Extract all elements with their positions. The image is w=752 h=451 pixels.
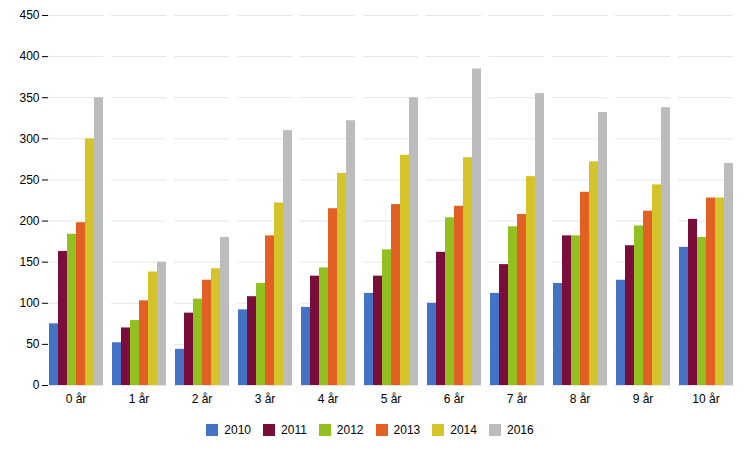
svg-text:4 år: 4 år	[318, 392, 339, 406]
svg-text:50: 50	[26, 337, 40, 351]
html-text:2016: 2016	[507, 423, 534, 437]
svg-text:450: 450	[19, 8, 39, 22]
svg-text:200: 200	[19, 214, 39, 228]
svg-text:2 år: 2 år	[192, 392, 213, 406]
svg-text:8 år: 8 år	[570, 392, 591, 406]
svg-text:10 år: 10 år	[692, 392, 719, 406]
html-text:2013: 2013	[393, 423, 421, 437]
svg-text:400: 400	[19, 49, 39, 63]
svg-text:7 år: 7 år	[507, 392, 528, 406]
svg-text:0: 0	[33, 378, 40, 392]
svg-text:0 år: 0 år	[66, 392, 87, 406]
svg-text:3 år: 3 år	[255, 392, 276, 406]
svg-text:1 år: 1 år	[129, 392, 150, 406]
svg-text:100: 100	[19, 296, 39, 310]
svg-text:150: 150	[19, 255, 39, 269]
html-text:2012: 2012	[336, 423, 364, 437]
html-text:2014: 2014	[450, 423, 477, 437]
svg-text:350: 350	[19, 91, 39, 105]
svg-text:5 år: 5 år	[381, 392, 402, 406]
svg-text:9 år: 9 år	[633, 392, 654, 406]
html-text:2011: 2011	[281, 423, 307, 437]
svg-text:6 år: 6 år	[444, 392, 465, 406]
svg-text:250: 250	[19, 173, 39, 187]
svg-text:300: 300	[19, 132, 39, 146]
html-text:2010: 2010	[224, 423, 251, 437]
